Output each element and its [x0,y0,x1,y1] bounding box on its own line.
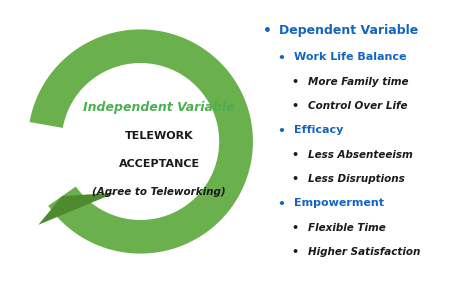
Text: •: • [277,198,285,211]
Text: •: • [291,246,298,257]
Text: Less Disruptions: Less Disruptions [308,174,404,184]
Polygon shape [29,29,253,254]
Text: Less Absenteeism: Less Absenteeism [308,150,412,160]
Text: •: • [291,174,298,184]
Text: •: • [291,101,298,111]
Text: Higher Satisfaction: Higher Satisfaction [308,246,420,257]
Text: •: • [291,77,298,87]
Text: TELEWORK: TELEWORK [125,131,193,141]
Text: Work Life Balance: Work Life Balance [293,52,406,62]
Text: •: • [263,24,272,38]
Text: •: • [277,52,285,65]
Text: Dependent Variable: Dependent Variable [279,24,419,37]
Polygon shape [38,193,116,225]
Text: (Agree to Teleworking): (Agree to Teleworking) [92,187,226,197]
Text: •: • [277,125,285,138]
Text: Control Over Life: Control Over Life [308,101,407,111]
Text: More Family time: More Family time [308,77,408,87]
Text: Flexible Time: Flexible Time [308,223,385,233]
Text: Efficacy: Efficacy [293,125,343,135]
Text: Independent Variable: Independent Variable [83,101,235,114]
Text: •: • [291,223,298,233]
Text: •: • [291,150,298,160]
Text: Empowerment: Empowerment [293,198,383,207]
Text: ACCEPTANCE: ACCEPTANCE [118,159,200,169]
